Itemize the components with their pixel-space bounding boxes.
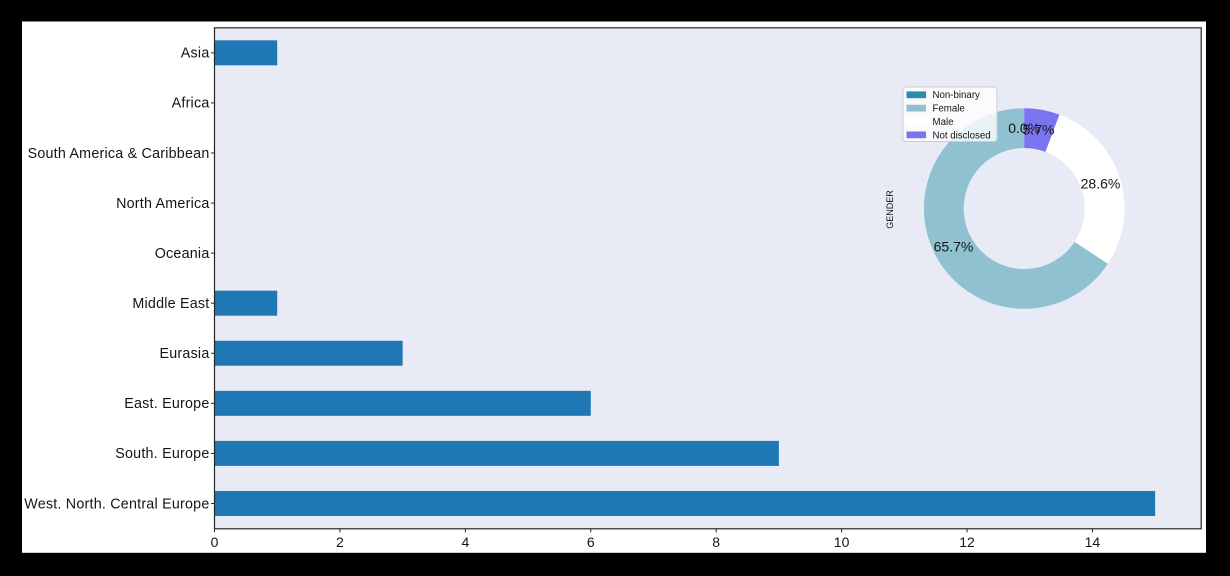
svg-text:Asia: Asia: [181, 46, 210, 62]
svg-text:Africa: Africa: [172, 96, 210, 112]
svg-text:Middle East: Middle East: [132, 296, 209, 312]
svg-text:0: 0: [211, 534, 219, 550]
svg-text:Not disclosed: Not disclosed: [933, 130, 991, 141]
svg-text:Male: Male: [933, 117, 954, 128]
svg-text:West. North. Central Europe: West. North. Central Europe: [24, 496, 209, 512]
svg-text:10: 10: [834, 534, 850, 550]
svg-text:2: 2: [336, 534, 344, 550]
svg-text:Non-binary: Non-binary: [933, 90, 981, 101]
svg-text:8: 8: [712, 534, 720, 550]
svg-text:0.0%: 0.0%: [1008, 120, 1040, 136]
svg-text:5.7%: 5.7%: [1023, 121, 1055, 137]
svg-text:65.7%: 65.7%: [934, 238, 974, 254]
svg-text:GENDER: GENDER: [885, 190, 895, 229]
svg-text:28.6%: 28.6%: [1081, 176, 1121, 192]
svg-text:Eurasia: Eurasia: [159, 346, 209, 362]
svg-text:South. Europe: South. Europe: [115, 446, 209, 462]
svg-text:East. Europe: East. Europe: [124, 396, 209, 412]
svg-text:14: 14: [1085, 534, 1101, 550]
svg-text:South America & Caribbean: South America & Caribbean: [28, 146, 210, 162]
svg-text:6: 6: [587, 534, 595, 550]
svg-text:4: 4: [461, 534, 469, 550]
svg-text:Female: Female: [933, 104, 965, 115]
svg-text:Oceania: Oceania: [155, 246, 210, 262]
svg-text:North America: North America: [116, 196, 209, 212]
svg-text:12: 12: [959, 534, 975, 550]
